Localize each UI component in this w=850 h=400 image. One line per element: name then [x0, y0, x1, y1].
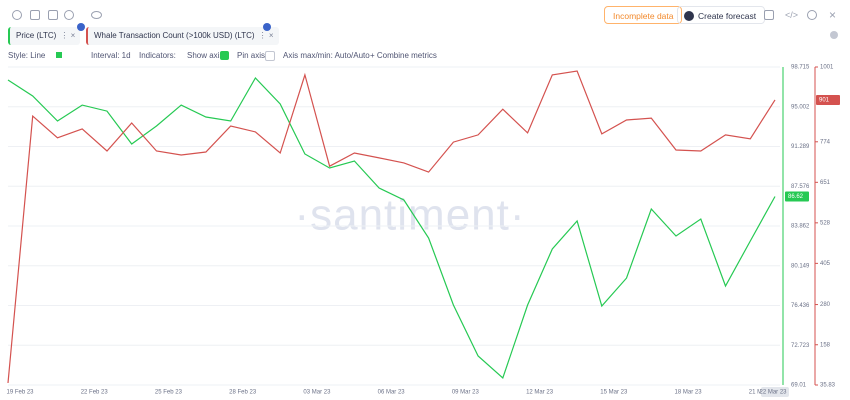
x-tick-label: 22 Mar 23: [759, 390, 787, 396]
x-tick-label: 15 Mar 23: [600, 390, 628, 396]
checkbox[interactable]: [265, 51, 275, 61]
y-tick-label: 80.149: [791, 263, 810, 269]
chip-close[interactable]: ⋮ ×: [60, 31, 76, 40]
checkbox-checked[interactable]: [220, 51, 229, 60]
tool-icon[interactable]: [91, 11, 102, 19]
metric-label: Price (LTC): [16, 31, 57, 40]
settings-icon[interactable]: [807, 10, 817, 20]
embed-icon[interactable]: </>: [785, 10, 799, 20]
y2-tick-label: 158: [820, 342, 831, 348]
y-tick-label: 91.289: [791, 144, 810, 150]
y2-tick-label: 405: [820, 261, 831, 267]
last-value-label: 901: [819, 98, 830, 104]
x-tick-label: 19 Feb 23: [6, 390, 34, 396]
tool-icon[interactable]: [48, 10, 58, 20]
last-value-tag: [785, 191, 809, 202]
chip-close[interactable]: ⋮ ×: [258, 31, 274, 40]
interval-setting[interactable]: Interval: 1d: [91, 51, 131, 60]
incomplete-data-button[interactable]: Incomplete data: [604, 6, 683, 24]
pin-axis-setting[interactable]: Pin axis: [237, 51, 266, 60]
x-label-highlight: [761, 387, 789, 397]
tool-icon[interactable]: [30, 10, 40, 20]
download-icon[interactable]: [764, 10, 774, 20]
show-axis-setting[interactable]: Show axis: [187, 51, 224, 60]
forecast-icon: [684, 11, 694, 21]
y2-tick-label: 280: [820, 302, 831, 308]
y-tick-label: 95.002: [791, 104, 810, 110]
last-value-label: 86.62: [788, 194, 804, 200]
y2-tick-label: 774: [820, 139, 831, 145]
y-tick-label: 69.01: [791, 383, 807, 389]
color-swatch[interactable]: [56, 52, 62, 58]
indicators-setting[interactable]: Indicators:: [139, 51, 176, 60]
metric-chip[interactable]: Price (LTC) ⋮ ×: [8, 27, 81, 45]
watermark: ·santiment·: [294, 191, 525, 240]
forecast-label: Create forecast: [698, 11, 757, 21]
x-tick-label: 09 Mar 23: [452, 390, 480, 396]
close-icon[interactable]: ×: [829, 8, 837, 22]
coin-icon: [77, 23, 85, 31]
x-tick-label: 06 Mar 23: [378, 390, 406, 396]
series-line: [7, 70, 776, 384]
y-tick-label: 83.862: [791, 224, 810, 230]
combine-metrics[interactable]: + Combine metrics: [370, 51, 437, 60]
y-tick-label: 76.436: [791, 303, 810, 309]
series-line: [7, 77, 776, 380]
axis-minmax-setting[interactable]: Axis max/min: Auto/Auto: [283, 51, 370, 60]
settings-dot[interactable]: [830, 31, 838, 39]
y2-tick-label: 528: [820, 220, 831, 226]
y-tick-label: 72.723: [791, 343, 810, 349]
x-tick-label: 12 Mar 23: [526, 390, 554, 396]
y2-tick-label: 651: [820, 180, 831, 186]
x-tick-label: 03 Mar 23: [303, 390, 331, 396]
coin-icon: [263, 23, 271, 31]
x-tick-label: 28 Feb 23: [229, 390, 257, 396]
style-setting[interactable]: Style: Line: [8, 51, 46, 60]
y-tick-label: 98.715: [791, 65, 810, 71]
metric-chip[interactable]: Whale Transaction Count (>100k USD) (LTC…: [86, 27, 279, 45]
y2-tick-label: 35.83: [820, 383, 836, 389]
x-tick-label: 25 Feb 23: [155, 390, 183, 396]
y2-tick-label: 1001: [820, 65, 834, 71]
tool-icon[interactable]: [64, 10, 74, 20]
metric-label: Whale Transaction Count (>100k USD) (LTC…: [94, 31, 255, 40]
y-tick-label: 87.576: [791, 184, 810, 190]
x-tick-label: 18 Mar 23: [675, 390, 703, 396]
last-value-tag: [816, 94, 840, 105]
x-tick-label: 22 Feb 23: [81, 390, 109, 396]
tool-icon[interactable]: [12, 10, 22, 20]
